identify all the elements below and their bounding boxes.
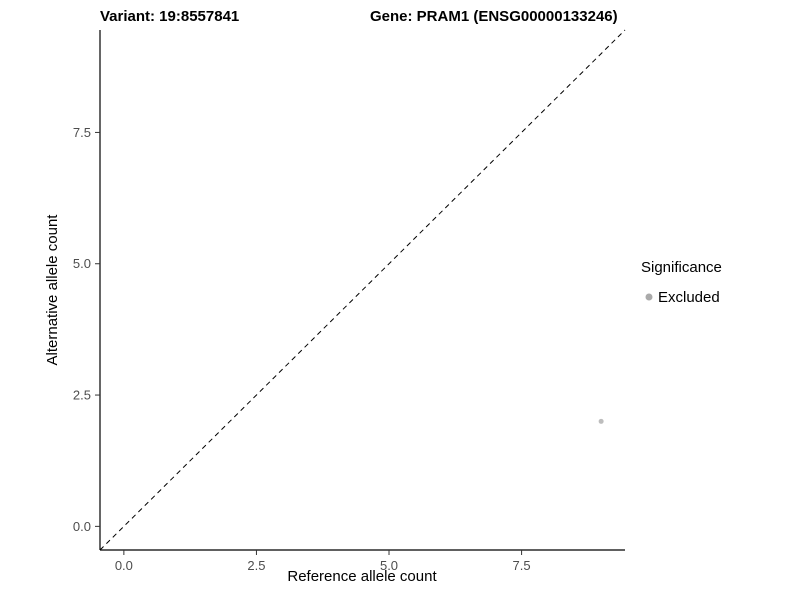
y-axis-label: Alternative allele count: [44, 214, 61, 366]
y-tick-label: 0.0: [73, 519, 91, 534]
data-point: [598, 418, 604, 424]
legend-title: Significance: [641, 259, 722, 276]
x-tick-label: 2.5: [247, 558, 265, 573]
x-axis-label: Reference allele count: [287, 568, 437, 585]
legend-entry-label: Excluded: [658, 289, 720, 306]
variant-title: Variant: 19:8557841: [100, 8, 239, 25]
y-axis: 0.0 2.5 5.0 7.5: [73, 30, 101, 550]
gene-title: Gene: PRAM1 (ENSG00000133246): [370, 8, 618, 25]
x-tick-label: 5.0: [380, 558, 398, 573]
legend-key-point: [645, 293, 653, 301]
plot-panel: [99, 29, 626, 551]
identity-line: [99, 29, 626, 551]
y-tick-label: 7.5: [73, 125, 91, 140]
y-tick-label: 2.5: [73, 388, 91, 403]
x-axis: 0.0 2.5 5.0 7.5: [100, 549, 625, 573]
x-tick-label: 7.5: [513, 558, 531, 573]
legend-entries: Excluded: [645, 289, 720, 306]
y-tick-label: 5.0: [73, 256, 91, 271]
x-tick-label: 0.0: [115, 558, 133, 573]
legend: Significance Excluded: [641, 259, 722, 306]
